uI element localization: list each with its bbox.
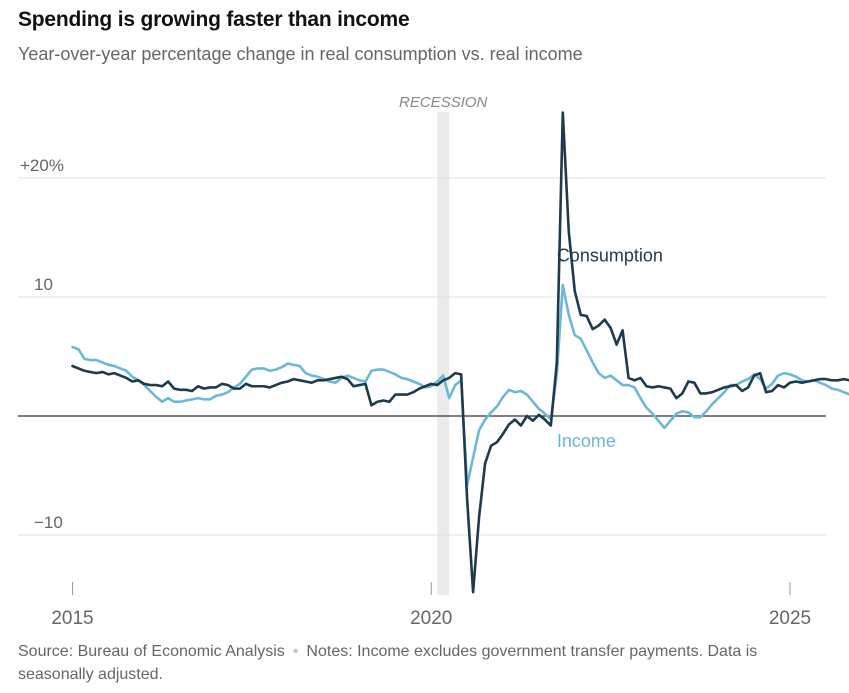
x-tick-label: 2025 <box>769 608 811 629</box>
recession-band <box>437 112 450 595</box>
y-tick-label: +20% <box>20 156 64 175</box>
notes-text: Notes: Income excludes government transf… <box>18 643 758 683</box>
recession-label: RECESSION <box>399 94 488 111</box>
series-label-consumption: Consumption <box>557 245 663 265</box>
line-chart: RECESSION +20% 10 −10 2015 2020 2025 Consumptio… <box>18 94 849 629</box>
y-tick-label: −10 <box>34 513 63 532</box>
series-line-income <box>71 283 849 487</box>
footer: Source: Bureau of Economic Analysis • Note… <box>18 640 818 686</box>
chart-subtitle: Year-over-year percentage change in real… <box>18 44 583 64</box>
x-tick-label: 2020 <box>410 608 452 629</box>
x-tick-label: 2015 <box>51 608 93 629</box>
chart-title: Spending is growing faster than income <box>18 8 410 31</box>
series-line-consumption <box>71 111 849 594</box>
y-tick-label: 10 <box>34 275 53 294</box>
series-label-income: Income <box>557 431 616 451</box>
separator-dot: • <box>292 643 299 660</box>
source-note: Source: Bureau of Economic Analysis <box>18 643 285 660</box>
